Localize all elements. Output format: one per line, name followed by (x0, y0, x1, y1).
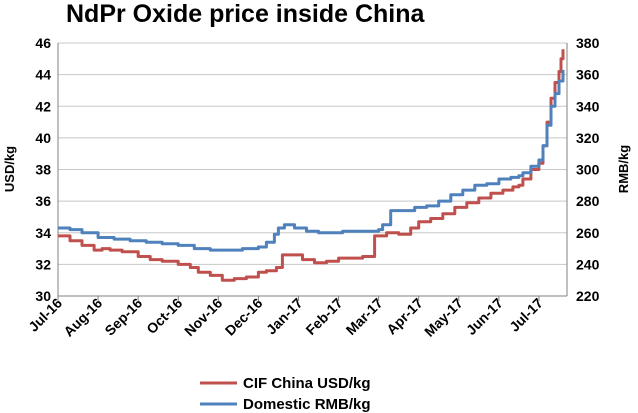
x-tick-label: Jun-17 (463, 295, 506, 338)
x-tick-label: Oct-16 (143, 295, 185, 337)
y-tick-left-label: 30 (35, 288, 51, 304)
y-tick-left-label: 40 (35, 130, 51, 146)
x-tick-label: Jan-17 (263, 295, 306, 338)
axes (57, 43, 568, 297)
y-tick-right-label: 240 (576, 256, 600, 272)
x-tick-label: Nov-16 (181, 295, 225, 339)
series-line-domestic-rmb-kg (58, 69, 565, 252)
legend-label: CIF China USD/kg (243, 375, 371, 392)
y-tick-left-label: 38 (35, 162, 51, 178)
y-tick-right-label: 220 (576, 288, 600, 304)
x-tick-label: Dec-16 (222, 295, 266, 339)
chart-title: NdPr Oxide price inside China (66, 0, 426, 28)
series-lines (58, 49, 565, 282)
x-tick-label: Feb-17 (302, 295, 345, 338)
x-tick-label: May-17 (421, 295, 466, 340)
y-tick-right-label: 280 (576, 193, 600, 209)
y-tick-left-label: 44 (35, 67, 51, 83)
x-tick-label: Aug-16 (60, 295, 105, 340)
y-tick-right-label: 320 (576, 130, 600, 146)
x-tick-label: Mar-17 (343, 295, 386, 338)
x-tick-label: Apr-17 (383, 295, 426, 338)
y-tick-left-label: 32 (35, 256, 51, 272)
legend: CIF China USD/kg Domestic RMB/kg (200, 375, 371, 413)
x-axis-ticks: Jul-16Aug-16Sep-16Oct-16Nov-16Dec-16Jan-… (25, 295, 546, 340)
y-tick-right-label: 340 (576, 98, 600, 114)
y-tick-right-label: 260 (576, 225, 600, 241)
series-line-cif-china-usd-kg (58, 49, 565, 282)
y-axis-right-label: RMB/kg (616, 145, 631, 193)
y-tick-right-label: 380 (576, 35, 600, 51)
y-tick-left-label: 34 (35, 225, 51, 241)
x-tick-label: Sep-16 (101, 295, 145, 339)
y-axis-left-ticks: 30 32 34 36 38 40 42 44 46 (35, 35, 51, 304)
y-axis-right-ticks: 220 240 260 280 300 320 340 360 380 (576, 35, 600, 304)
y-axis-left-label: USD/kg (2, 146, 17, 192)
y-tick-left-label: 36 (35, 193, 51, 209)
y-tick-left-label: 46 (35, 35, 51, 51)
y-tick-right-label: 300 (576, 162, 600, 178)
y-tick-right-label: 360 (576, 67, 600, 83)
x-tick-label: Jul-17 (506, 295, 546, 335)
legend-label: Domestic RMB/kg (243, 396, 371, 413)
gridlines (58, 42, 567, 297)
y-tick-left-label: 42 (35, 98, 51, 114)
